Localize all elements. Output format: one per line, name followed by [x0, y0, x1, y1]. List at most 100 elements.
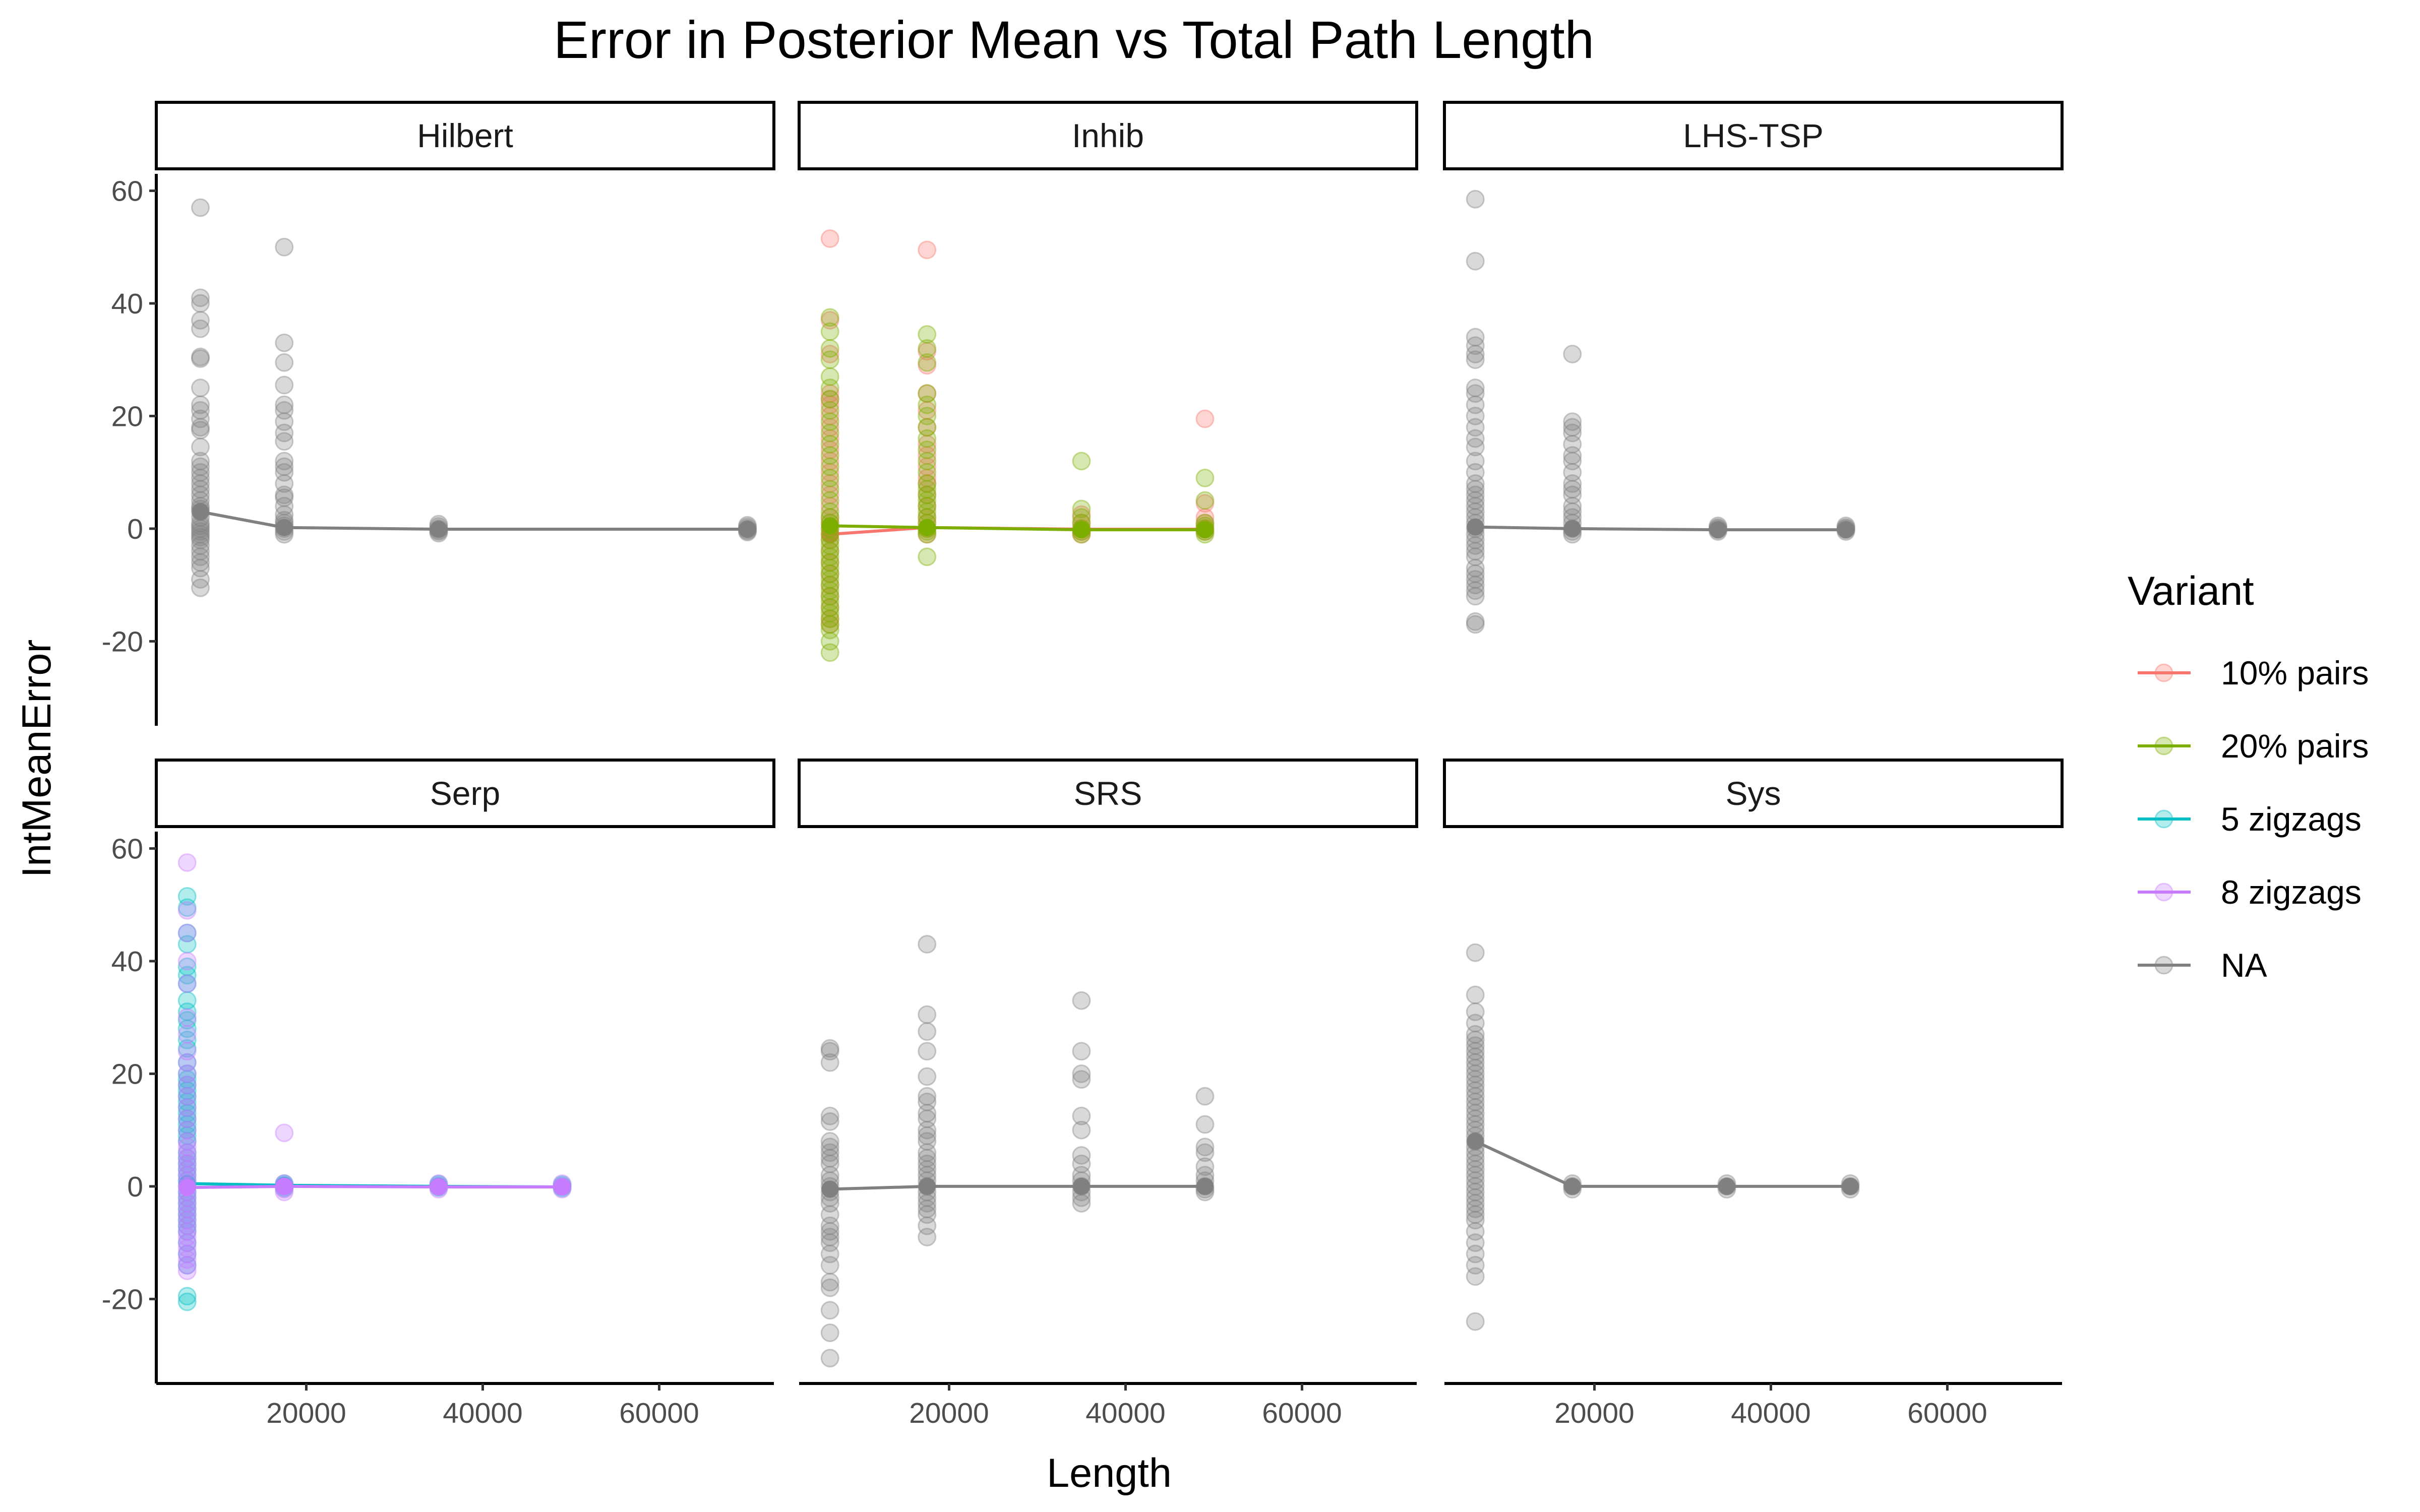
- data-point: [1466, 452, 1485, 471]
- data-point: [820, 1222, 839, 1241]
- data-point: [1466, 615, 1485, 634]
- data-point: [1466, 1058, 1485, 1078]
- data-point: [1466, 429, 1485, 448]
- data-point: [177, 1039, 197, 1058]
- data-point: [918, 1120, 937, 1140]
- x-axis-title: Length: [1047, 1451, 1172, 1496]
- data-point: [177, 1132, 197, 1151]
- x-tick-label: 60000: [619, 1397, 699, 1429]
- data-point: [1466, 1076, 1485, 1095]
- data-point: [1072, 1193, 1091, 1213]
- data-point: [820, 620, 839, 640]
- data-point: [1466, 558, 1485, 578]
- data-point: [918, 1067, 937, 1086]
- data-point: [1466, 1064, 1485, 1083]
- data-point: [1466, 336, 1485, 355]
- series-na: [1466, 190, 1855, 634]
- data-point: [177, 1008, 197, 1027]
- mean-point: [178, 1179, 196, 1196]
- data-point: [191, 347, 210, 366]
- data-point: [177, 1244, 197, 1264]
- data-point: [177, 974, 197, 993]
- facet-strip: [798, 759, 1418, 828]
- data-point: [820, 576, 839, 595]
- data-point: [820, 1244, 839, 1264]
- data-point: [1466, 581, 1485, 600]
- data-point: [820, 395, 839, 414]
- series-5-zigzags: [177, 887, 572, 1311]
- data-point: [1466, 1109, 1485, 1128]
- data-point: [191, 457, 210, 476]
- x-tick-label: 40000: [443, 1397, 523, 1429]
- facet-strip-label: Serp: [430, 775, 500, 812]
- mean-point: [918, 1177, 936, 1195]
- legend-item: 10% pairs: [2138, 654, 2369, 691]
- data-point: [1195, 1138, 1215, 1157]
- data-point: [918, 452, 937, 471]
- data-point: [1466, 1030, 1485, 1049]
- mean-point: [1842, 1177, 1859, 1195]
- y-tick-label: 40: [111, 946, 143, 978]
- data-point: [275, 452, 294, 471]
- legend-key-point: [2154, 736, 2173, 755]
- data-point: [918, 480, 937, 499]
- data-point: [191, 319, 210, 338]
- legend: Variant 10% pairs 20% pairs 5 zigzags 8 zigz…: [2128, 569, 2369, 984]
- data-point: [1072, 1070, 1091, 1089]
- data-point: [177, 1233, 197, 1252]
- series-na: [820, 934, 1215, 1368]
- data-point: [820, 576, 839, 595]
- data-point: [1563, 423, 1582, 443]
- data-point: [177, 1216, 197, 1235]
- data-point: [820, 452, 839, 471]
- chart-title: Error in Posterior Mean vs Total Path Le…: [554, 11, 1594, 70]
- data-point: [820, 322, 839, 341]
- data-point: [177, 1109, 197, 1128]
- mean-point: [1467, 518, 1484, 536]
- data-point: [1466, 1222, 1485, 1241]
- data-point: [820, 1273, 839, 1292]
- data-point: [820, 604, 839, 623]
- data-point: [177, 1216, 197, 1235]
- data-point: [177, 1098, 197, 1117]
- data-point: [177, 934, 197, 954]
- mean-point: [1563, 520, 1581, 537]
- data-point: [1072, 1154, 1091, 1173]
- data-point: [275, 395, 294, 414]
- data-point: [275, 488, 294, 507]
- data-point: [1072, 1042, 1091, 1061]
- data-point: [820, 468, 839, 487]
- data-point: [918, 457, 937, 476]
- x-tick-label: 60000: [1262, 1397, 1342, 1429]
- facet-panel-lhs-tsp: LHS-TSP: [1443, 101, 2064, 634]
- data-point: [918, 384, 937, 403]
- data-point: [1466, 612, 1485, 631]
- data-point: [1563, 463, 1582, 482]
- data-point: [177, 1143, 197, 1162]
- data-point: [820, 609, 839, 628]
- data-point: [177, 1211, 197, 1230]
- data-point: [177, 1076, 197, 1095]
- facet-strip-label: Inhib: [1072, 117, 1144, 154]
- data-point: [918, 395, 937, 414]
- legend-label: 10% pairs: [2221, 654, 2369, 691]
- data-point: [1563, 474, 1582, 493]
- data-point: [275, 474, 294, 493]
- data-point: [918, 1205, 937, 1224]
- data-point: [820, 615, 839, 634]
- data-point: [820, 412, 839, 431]
- data-point: [191, 420, 210, 439]
- data-point: [820, 1106, 839, 1125]
- data-point: [177, 1160, 197, 1179]
- data-point: [820, 1138, 839, 1157]
- data-point: [1466, 570, 1485, 589]
- data-point: [1466, 1166, 1485, 1185]
- data-point: [918, 434, 937, 454]
- data-point: [177, 1222, 197, 1241]
- data-point: [820, 1216, 839, 1235]
- data-point: [1466, 1171, 1485, 1190]
- data-point: [1466, 251, 1485, 271]
- data-point: [1466, 1200, 1485, 1219]
- data-point: [177, 952, 197, 971]
- data-point: [1466, 1177, 1485, 1196]
